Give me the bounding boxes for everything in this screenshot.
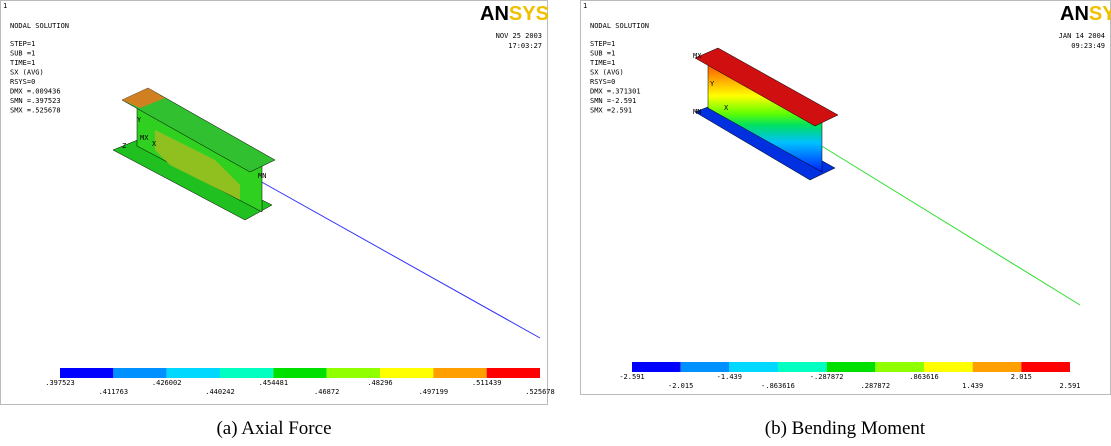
colorbar-segment xyxy=(681,362,730,372)
logo-an: AN xyxy=(480,3,509,25)
colorbar-segment xyxy=(827,362,876,372)
colorbar-segment xyxy=(487,368,540,378)
info-line: SMN =.397523 xyxy=(10,97,61,105)
legend-label: .426002 xyxy=(152,379,182,387)
legend-label: -.287872 xyxy=(810,373,844,381)
colorbar-segment xyxy=(973,362,1022,372)
info-line: STEP=1 xyxy=(590,40,615,48)
logo-an: AN xyxy=(1060,3,1089,25)
panel-frame xyxy=(581,1,1111,395)
colorbar-segment xyxy=(778,362,827,372)
info-line: RSYS=0 xyxy=(590,78,615,86)
colorbar-segment xyxy=(273,368,326,378)
solution-title: NODAL SOLUTION xyxy=(10,22,69,30)
legend-label: .397523 xyxy=(45,379,75,387)
date: NOV 25 2003 xyxy=(496,32,542,40)
colorbar-segment xyxy=(924,362,973,372)
info-line: SMX =.525678 xyxy=(10,107,61,115)
legend-label: .454481 xyxy=(259,379,289,387)
model-label: MN xyxy=(258,172,266,180)
corner-number: 1 xyxy=(583,2,587,10)
legend-label: .497199 xyxy=(419,388,449,396)
caption: (a) Axial Force xyxy=(216,418,331,439)
info-line: SUB =1 xyxy=(590,50,615,58)
model-label: MX xyxy=(693,52,702,60)
legend-label: -1.439 xyxy=(717,373,742,381)
info-line: SX (AVG) xyxy=(10,69,44,77)
legend-label: .46872 xyxy=(314,388,339,396)
info-line: DMX =.009436 xyxy=(10,88,61,96)
legend-label: 2.591 xyxy=(1059,382,1080,390)
corner-number: 1 xyxy=(3,2,7,10)
legend-label: .411763 xyxy=(99,388,129,396)
solution-title: NODAL SOLUTION xyxy=(590,22,649,30)
legend-label: .511439 xyxy=(472,379,502,387)
time: 17:03:27 xyxy=(508,42,542,50)
colorbar-segment xyxy=(60,368,113,378)
colorbar-segment xyxy=(729,362,778,372)
colorbar-segment xyxy=(433,368,486,378)
model-label: MN xyxy=(693,108,701,116)
colorbar-segment xyxy=(1021,362,1070,372)
logo-sys: SYS xyxy=(509,3,549,25)
panel-frame xyxy=(1,1,548,405)
legend-label: .48296 xyxy=(367,379,392,387)
legend-label: .525678 xyxy=(525,388,555,396)
info-line: SUB =1 xyxy=(10,50,35,58)
colorbar-segment xyxy=(632,362,681,372)
model-label: MX xyxy=(140,134,149,142)
colorbar-segment xyxy=(327,368,380,378)
colorbar-segment xyxy=(380,368,433,378)
logo: ANSYS xyxy=(480,3,549,25)
info-line: SMN =-2.591 xyxy=(590,97,636,105)
caption: (b) Bending Moment xyxy=(765,418,926,439)
info-line: DMX =.371301 xyxy=(590,88,641,96)
legend-label: .863616 xyxy=(909,373,939,381)
logo: ANSYS xyxy=(1060,3,1111,25)
colorbar-segment xyxy=(220,368,273,378)
legend-label: 2.015 xyxy=(1011,373,1032,381)
legend-label: 1.439 xyxy=(962,382,983,390)
legend-label: -2.015 xyxy=(668,382,693,390)
model-label: Z xyxy=(122,142,126,150)
legend-label: .287872 xyxy=(861,382,891,390)
info-line: STEP=1 xyxy=(10,40,35,48)
legend-label: -.863616 xyxy=(761,382,795,390)
colorbar-segment xyxy=(875,362,924,372)
info-line: RSYS=0 xyxy=(10,78,35,86)
date: JAN 14 2004 xyxy=(1059,32,1105,40)
info-line: SX (AVG) xyxy=(590,69,624,77)
time: 09:23:49 xyxy=(1071,42,1105,50)
info-line: TIME=1 xyxy=(590,59,615,67)
info-line: SMX =2.591 xyxy=(590,107,632,115)
figure: (a) Axial Force (b) Bending Moment 1 NODA… xyxy=(0,0,1111,446)
logo-sys: SYS xyxy=(1089,3,1111,25)
colorbar-segment xyxy=(167,368,220,378)
colorbar-segment xyxy=(113,368,166,378)
info-line: TIME=1 xyxy=(10,59,35,67)
legend-label: -2.591 xyxy=(619,373,644,381)
legend-label: .440242 xyxy=(205,388,235,396)
